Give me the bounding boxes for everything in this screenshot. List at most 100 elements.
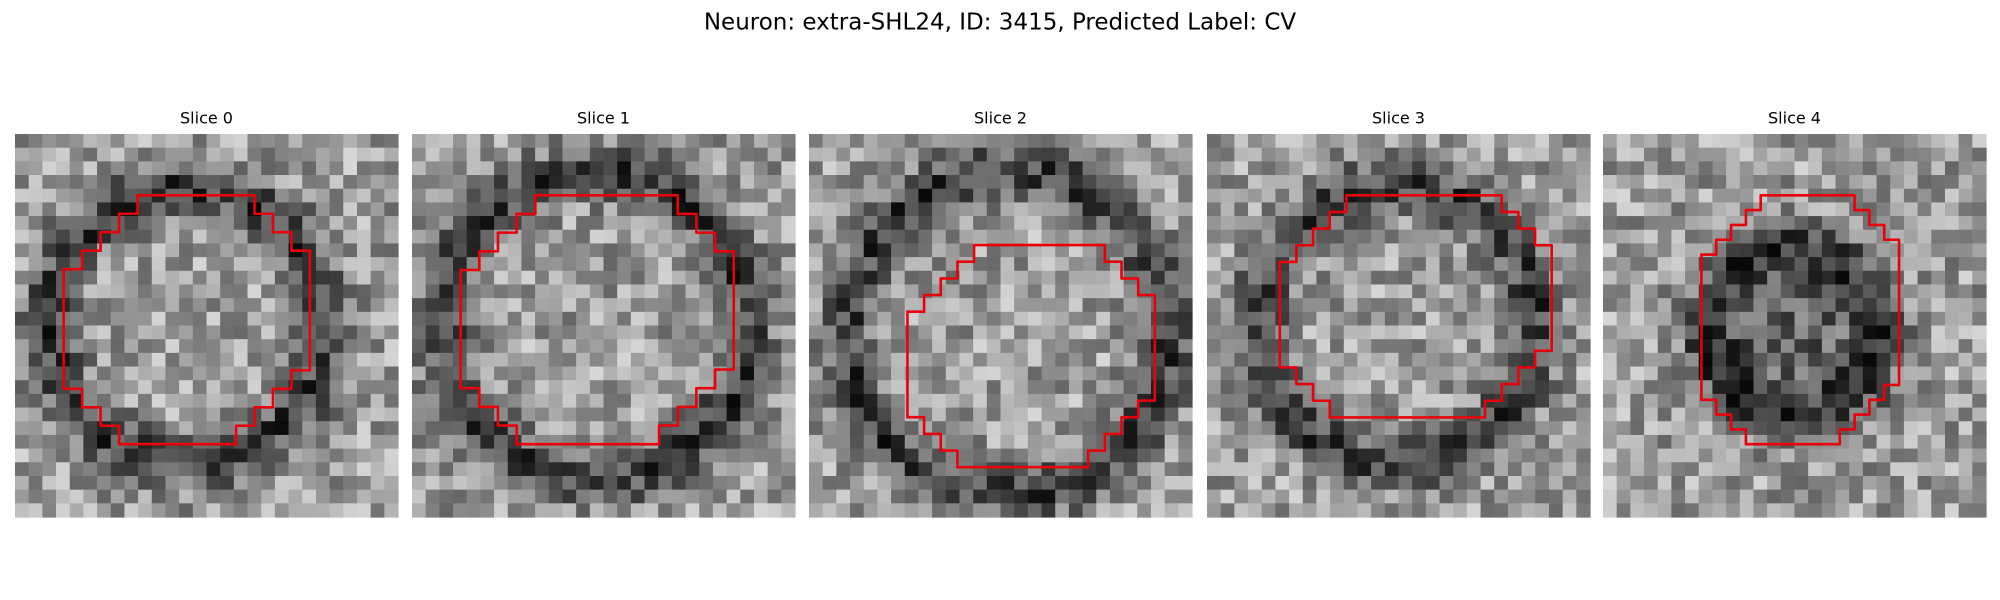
pixel xyxy=(1917,311,1932,327)
pixel xyxy=(1917,448,1932,463)
pixel xyxy=(412,421,427,436)
pixel xyxy=(1371,352,1386,368)
pixel xyxy=(1412,270,1427,286)
pixel xyxy=(1671,475,1686,491)
pixel xyxy=(1507,188,1523,203)
pixel xyxy=(302,216,317,231)
pixel xyxy=(1603,393,1618,409)
pixel xyxy=(1616,475,1631,491)
pixel xyxy=(220,311,235,327)
pixel xyxy=(370,339,385,354)
pixel xyxy=(1316,270,1331,286)
pixel xyxy=(740,161,755,176)
pixel xyxy=(1698,462,1714,477)
pixel xyxy=(712,407,728,422)
pixel xyxy=(535,311,550,327)
pixel xyxy=(562,243,577,258)
pixel xyxy=(1685,298,1700,313)
pixel xyxy=(384,421,399,436)
pixel xyxy=(1739,475,1755,491)
pixel xyxy=(1890,175,1905,190)
pixel xyxy=(1109,311,1125,327)
pixel xyxy=(562,475,577,491)
pixel xyxy=(1343,339,1359,354)
pixel xyxy=(617,462,632,477)
pixel xyxy=(1808,503,1823,518)
pixel xyxy=(1384,380,1400,395)
pixel xyxy=(28,339,43,354)
pixel xyxy=(42,161,57,176)
pixel xyxy=(1862,298,1878,313)
pixel xyxy=(1234,243,1249,258)
pixel xyxy=(261,161,276,176)
pixel xyxy=(1096,475,1111,491)
pixel xyxy=(918,434,933,450)
pixel xyxy=(206,161,221,176)
pixel xyxy=(1507,475,1523,491)
pixel xyxy=(699,325,714,340)
pixel xyxy=(1343,298,1359,313)
pixel xyxy=(1041,134,1056,149)
pixel xyxy=(1220,134,1235,149)
pixel xyxy=(165,325,180,340)
pixel xyxy=(83,161,98,176)
pixel xyxy=(192,284,208,299)
pixel xyxy=(740,489,755,504)
pixel xyxy=(1302,462,1318,477)
pixel xyxy=(1220,175,1235,190)
pixel xyxy=(904,503,920,518)
pixel xyxy=(343,503,358,518)
pixel xyxy=(1412,298,1427,313)
pixel xyxy=(699,270,714,286)
pixel xyxy=(644,503,659,518)
pixel xyxy=(1178,311,1193,327)
pixel xyxy=(1603,188,1618,203)
pixel xyxy=(877,421,892,436)
pixel xyxy=(28,366,43,381)
pixel xyxy=(97,161,112,176)
pixel xyxy=(1603,421,1618,436)
pixel xyxy=(850,270,865,286)
pixel xyxy=(1849,298,1864,313)
pixel xyxy=(1958,462,1973,477)
pixel xyxy=(699,352,714,368)
pixel xyxy=(1041,489,1056,504)
pixel xyxy=(1178,147,1193,162)
pixel xyxy=(302,202,317,217)
pixel xyxy=(1014,188,1029,203)
pixel xyxy=(412,243,427,258)
pixel xyxy=(1958,202,1973,217)
pixel xyxy=(822,311,837,327)
pixel xyxy=(1343,393,1359,409)
pixel xyxy=(1207,434,1222,450)
pixel xyxy=(1808,407,1823,422)
pixel xyxy=(1535,175,1550,190)
pixel xyxy=(822,489,837,504)
pixel xyxy=(1384,393,1400,409)
pixel xyxy=(576,175,591,190)
pixel xyxy=(1207,366,1222,381)
pixel xyxy=(1576,243,1591,258)
pixel xyxy=(110,489,126,504)
pixel xyxy=(726,175,741,190)
pixel xyxy=(1068,257,1084,272)
pixel xyxy=(877,380,892,395)
pixel xyxy=(83,393,98,409)
pixel xyxy=(1234,229,1249,245)
pixel xyxy=(904,216,920,231)
pixel xyxy=(726,407,741,422)
pixel xyxy=(630,489,646,504)
pixel xyxy=(1207,188,1222,203)
pixel xyxy=(1316,462,1331,477)
pixel xyxy=(753,393,769,409)
pixel xyxy=(1780,489,1796,504)
pixel xyxy=(1302,161,1318,176)
pixel xyxy=(1330,366,1345,381)
pixel xyxy=(1616,161,1631,176)
pixel xyxy=(904,202,920,217)
pixel xyxy=(247,257,262,272)
pixel xyxy=(274,434,290,450)
pixel xyxy=(1425,434,1441,450)
pixel xyxy=(1425,503,1441,518)
